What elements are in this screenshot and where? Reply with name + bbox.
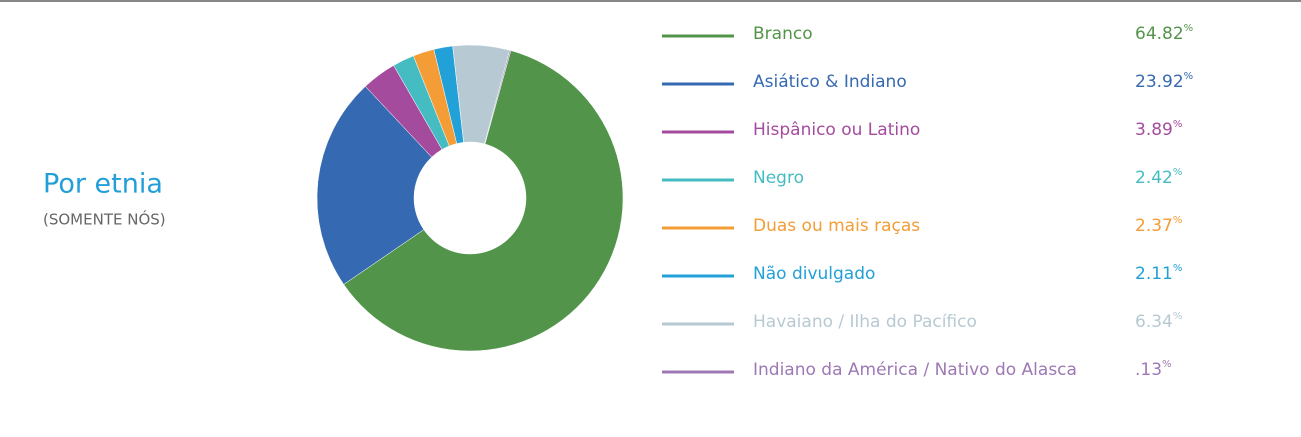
value-label: 6.34% — [1135, 311, 1182, 332]
legend-label: Asiático & Indiano — [753, 72, 907, 92]
value-label: .13% — [1135, 359, 1172, 380]
donut-slice — [316, 86, 433, 285]
legend-label: Negro — [753, 168, 804, 188]
value-label: 64.82% — [1135, 23, 1193, 44]
value-label: 3.89% — [1135, 119, 1182, 140]
chart-title: Por etnia — [43, 169, 163, 200]
legend-label: Não divulgado — [753, 264, 875, 284]
legend-label: Duas ou mais raças — [753, 216, 920, 236]
legend-label: Hispânico ou Latino — [753, 120, 920, 140]
legend-label: Branco — [753, 24, 813, 44]
value-label: 2.42% — [1135, 167, 1182, 188]
value-label: 23.92% — [1135, 71, 1193, 92]
chart-subtitle: (SOMENTE NÓS) — [43, 210, 166, 229]
donut-slice — [484, 49, 512, 145]
value-label: 2.37% — [1135, 215, 1182, 236]
value-label: 2.11% — [1135, 263, 1182, 284]
legend-label: Havaiano / Ilha do Pacífico — [753, 312, 977, 332]
donut-slice — [343, 50, 624, 352]
legend-label: Indiano da América / Nativo do Alasca — [753, 360, 1077, 380]
